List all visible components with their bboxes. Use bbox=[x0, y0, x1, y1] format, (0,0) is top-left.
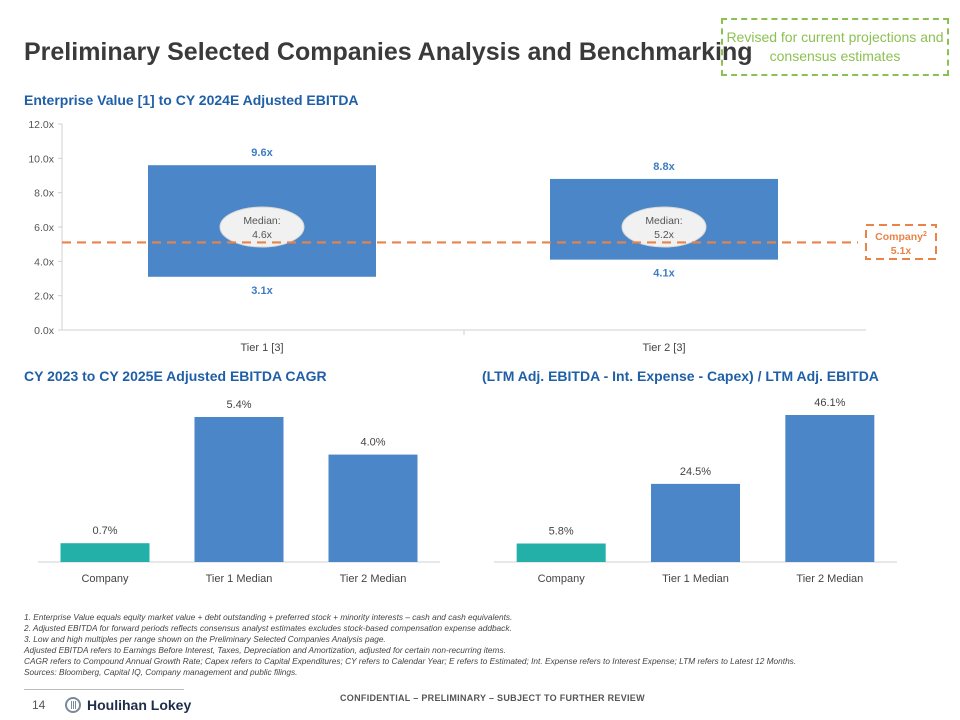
margin-value-label: 5.8% bbox=[549, 526, 574, 538]
footnote-3: 3. Low and high multiples per range show… bbox=[24, 634, 386, 644]
ev-y-tick-label: 12.0x bbox=[28, 119, 54, 131]
cagr-bar bbox=[60, 543, 150, 562]
footnote-1: 1. Enterprise Value equals equity market… bbox=[24, 612, 513, 622]
company-reference-label: Company2 bbox=[875, 231, 927, 243]
ev-high-label: 9.6x bbox=[251, 147, 273, 159]
cagr-bar bbox=[194, 417, 284, 562]
page-number: 14 bbox=[32, 698, 46, 712]
ev-y-tick-label: 0.0x bbox=[34, 325, 55, 337]
logo-text: Houlihan Lokey bbox=[87, 697, 192, 713]
ev-low-label: 4.1x bbox=[653, 268, 675, 280]
margin-value-label: 24.5% bbox=[680, 466, 711, 478]
page-title: Preliminary Selected Companies Analysis … bbox=[24, 38, 753, 66]
cagr-category-label: Tier 1 Median bbox=[206, 573, 273, 585]
margin-bar bbox=[516, 543, 606, 562]
revised-note-box: Revised for current projections and cons… bbox=[721, 18, 949, 76]
cagr-chart-title: CY 2023 to CY 2025E Adjusted EBITDA CAGR bbox=[24, 368, 327, 384]
margin-chart-title: (LTM Adj. EBITDA - Int. Expense - Capex)… bbox=[482, 368, 879, 384]
cagr-value-label: 4.0% bbox=[360, 437, 385, 449]
ev-y-tick-label: 8.0x bbox=[34, 188, 55, 200]
ev-median-title: Median: bbox=[645, 215, 682, 227]
ev-category-label: Tier 2 [3] bbox=[643, 342, 686, 354]
footnote-abbrev: CAGR refers to Compound Annual Growth Ra… bbox=[24, 656, 797, 666]
logo-mark-icon bbox=[65, 697, 81, 713]
ev-low-label: 3.1x bbox=[251, 285, 273, 297]
margin-bar bbox=[651, 483, 740, 562]
logo: Houlihan Lokey bbox=[65, 697, 191, 713]
margin-category-label: Tier 1 Median bbox=[662, 573, 729, 585]
ev-high-label: 8.8x bbox=[653, 161, 675, 173]
cagr-category-label: Company bbox=[81, 573, 129, 585]
confidential-notice: CONFIDENTIAL – PRELIMINARY – SUBJECT TO … bbox=[340, 693, 645, 703]
company-reference-superscript: 2 bbox=[923, 231, 927, 238]
ev-median-bubble bbox=[621, 206, 707, 248]
ev-y-tick-label: 10.0x bbox=[28, 153, 54, 165]
footnotes: 1. Enterprise Value equals equity market… bbox=[24, 612, 924, 678]
ev-y-tick-label: 6.0x bbox=[34, 222, 55, 234]
footnote-ebitda: Adjusted EBITDA refers to Earnings Befor… bbox=[24, 645, 506, 655]
cagr-value-label: 5.4% bbox=[226, 399, 251, 411]
ev-category-label: Tier 1 [3] bbox=[241, 342, 284, 354]
cagr-value-label: 0.7% bbox=[92, 525, 117, 537]
footnote-2: 2. Adjusted EBITDA for forward periods r… bbox=[24, 623, 512, 633]
margin-value-label: 46.1% bbox=[814, 397, 845, 409]
ev-y-tick-label: 4.0x bbox=[34, 256, 55, 268]
footnote-sources: Sources: Bloomberg, Capital IQ, Company … bbox=[24, 667, 298, 677]
ev-median-value: 4.6x bbox=[252, 229, 273, 241]
ev-median-bubble bbox=[219, 206, 305, 248]
footer-rule bbox=[24, 689, 184, 690]
cagr-category-label: Tier 2 Median bbox=[340, 573, 407, 585]
ev-chart-title: Enterprise Value [1] to CY 2024E Adjuste… bbox=[24, 92, 359, 108]
company-reference-value: 5.1x bbox=[891, 245, 912, 257]
margin-category-label: Company bbox=[538, 573, 586, 585]
cagr-bar bbox=[328, 454, 418, 562]
margin-category-label: Tier 2 Median bbox=[796, 573, 863, 585]
revised-note-text: Revised for current projections and cons… bbox=[726, 29, 944, 64]
margin-bar bbox=[785, 415, 875, 562]
ev-median-value: 5.2x bbox=[654, 229, 675, 241]
ev-y-tick-label: 2.0x bbox=[34, 291, 55, 303]
ev-median-title: Median: bbox=[243, 215, 280, 227]
